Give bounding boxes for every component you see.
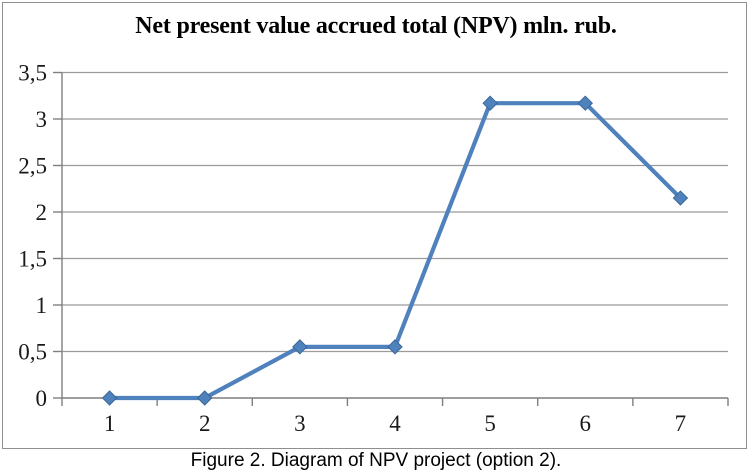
x-tick-label: 6 bbox=[580, 411, 592, 436]
data-point-marker bbox=[101, 390, 118, 406]
chart-title: Net present value accrued total (NPV) ml… bbox=[135, 13, 617, 39]
y-tick-label: 3 bbox=[36, 107, 48, 132]
data-point-marker bbox=[197, 390, 213, 406]
y-tick-label: 0,5 bbox=[18, 340, 47, 365]
y-tick-label: 3,5 bbox=[18, 61, 47, 86]
y-tick-label: 0 bbox=[36, 386, 48, 411]
x-tick-label: 7 bbox=[675, 411, 687, 436]
x-tick-label: 4 bbox=[389, 411, 401, 436]
y-tick-label: 2,5 bbox=[18, 154, 47, 179]
x-tick-label: 3 bbox=[294, 411, 306, 436]
data-point-marker bbox=[577, 95, 593, 111]
data-point-marker bbox=[482, 95, 498, 111]
data-point-marker bbox=[672, 190, 689, 206]
chart-frame bbox=[2, 2, 747, 449]
x-tick-label: 2 bbox=[199, 411, 211, 436]
data-point-marker bbox=[292, 339, 308, 355]
x-tick-label: 1 bbox=[104, 411, 116, 436]
data-point-marker bbox=[387, 339, 403, 355]
y-tick-label: 2 bbox=[36, 200, 48, 225]
figure-caption: Figure 2. Diagram of NPV project (option… bbox=[190, 450, 562, 471]
y-tick-label: 1 bbox=[36, 293, 48, 318]
y-tick-label: 1,5 bbox=[18, 247, 47, 272]
x-tick-label: 5 bbox=[484, 411, 496, 436]
